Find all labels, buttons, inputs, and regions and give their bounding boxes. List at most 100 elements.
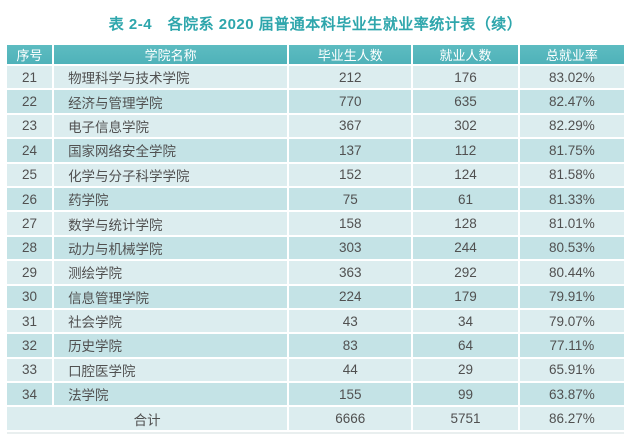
college-name-cell: 电子信息学院 xyxy=(54,114,288,138)
table-header: 序号 学院名称 毕业生人数 就业人数 总就业率 xyxy=(7,45,624,64)
college-name-cell: 药学院 xyxy=(54,187,288,211)
table-row: 29 测绘学院 363 292 80.44% xyxy=(7,261,624,284)
employed-count-cell: 635 xyxy=(413,90,518,113)
college-name-cell: 历史学院 xyxy=(54,334,288,357)
employed-count-cell: 61 xyxy=(413,187,518,211)
college-name-cell: 测绘学院 xyxy=(54,261,288,284)
total-employed-cell: 5751 xyxy=(413,407,518,430)
table-row: 32 历史学院 83 64 77.11% xyxy=(7,334,624,357)
graduates-count-cell: 75 xyxy=(289,187,412,211)
row-index-cell: 21 xyxy=(7,66,53,89)
row-index-cell: 24 xyxy=(7,139,53,162)
page-title: 表 2-4 各院系 2020 届普通本科毕业生就业率统计表（续） xyxy=(108,16,523,33)
employment-rate-cell: 77.11% xyxy=(519,334,624,357)
employment-rate-cell: 81.58% xyxy=(519,163,624,186)
employment-rate-cell: 83.02% xyxy=(519,66,624,89)
graduates-count-cell: 303 xyxy=(289,236,412,260)
table-bottom-edge xyxy=(7,431,624,434)
employed-count-cell: 99 xyxy=(413,383,518,406)
employment-stats-table: 序号 学院名称 毕业生人数 就业人数 总就业率 21 物理科学与技术学院 212 176 83.… xyxy=(5,43,626,432)
college-name-cell: 法学院 xyxy=(54,383,288,406)
row-index-cell: 28 xyxy=(7,236,53,260)
total-label-cell: 合计 xyxy=(7,407,288,430)
employed-count-cell: 112 xyxy=(413,139,518,162)
employment-rate-cell: 79.07% xyxy=(519,309,624,333)
row-index-cell: 23 xyxy=(7,114,53,138)
employment-rate-cell: 79.91% xyxy=(519,285,624,308)
employed-count-cell: 124 xyxy=(413,163,518,186)
row-index-cell: 26 xyxy=(7,187,53,211)
total-rate-cell: 86.27% xyxy=(519,407,624,430)
college-name-cell: 物理科学与技术学院 xyxy=(54,66,288,89)
row-index-cell: 25 xyxy=(7,163,53,186)
graduates-count-cell: 367 xyxy=(289,114,412,138)
graduates-count-cell: 770 xyxy=(289,90,412,113)
table-row: 30 信息管理学院 224 179 79.91% xyxy=(7,285,624,308)
college-name-cell: 数学与统计学院 xyxy=(54,212,288,235)
column-header-rate: 总就业率 xyxy=(519,45,624,64)
table-row: 22 经济与管理学院 770 635 82.47% xyxy=(7,90,624,113)
row-index-cell: 30 xyxy=(7,285,53,308)
graduates-count-cell: 224 xyxy=(289,285,412,308)
employed-count-cell: 179 xyxy=(413,285,518,308)
table-row: 27 数学与统计学院 158 128 81.01% xyxy=(7,212,624,235)
column-header-no: 序号 xyxy=(7,45,53,64)
column-header-graduates: 毕业生人数 xyxy=(289,45,412,64)
table-body: 21 物理科学与技术学院 212 176 83.02% 22 经济与管理学院 770 635 82… xyxy=(7,66,624,430)
table-header-row: 序号 学院名称 毕业生人数 就业人数 总就业率 xyxy=(7,45,624,64)
row-index-cell: 32 xyxy=(7,334,53,357)
employed-count-cell: 302 xyxy=(413,114,518,138)
employment-rate-cell: 82.47% xyxy=(519,90,624,113)
table-row: 21 物理科学与技术学院 212 176 83.02% xyxy=(7,66,624,89)
graduates-count-cell: 43 xyxy=(289,309,412,333)
employed-count-cell: 176 xyxy=(413,66,518,89)
employed-count-cell: 128 xyxy=(413,212,518,235)
row-index-cell: 22 xyxy=(7,90,53,113)
college-name-cell: 信息管理学院 xyxy=(54,285,288,308)
employment-rate-cell: 63.87% xyxy=(519,383,624,406)
table-row: 26 药学院 75 61 81.33% xyxy=(7,187,624,211)
table-row: 31 社会学院 43 34 79.07% xyxy=(7,309,624,333)
table-row: 28 动力与机械学院 303 244 80.53% xyxy=(7,236,624,260)
table-row: 25 化学与分子科学学院 152 124 81.58% xyxy=(7,163,624,186)
graduates-count-cell: 83 xyxy=(289,334,412,357)
row-index-cell: 31 xyxy=(7,309,53,333)
table-row: 24 国家网络安全学院 137 112 81.75% xyxy=(7,139,624,162)
graduates-count-cell: 363 xyxy=(289,261,412,284)
employment-rate-cell: 82.29% xyxy=(519,114,624,138)
employment-rate-cell: 81.75% xyxy=(519,139,624,162)
row-index-cell: 34 xyxy=(7,383,53,406)
employed-count-cell: 64 xyxy=(413,334,518,357)
graduates-count-cell: 137 xyxy=(289,139,412,162)
employed-count-cell: 29 xyxy=(413,358,518,382)
column-header-employed: 就业人数 xyxy=(413,45,518,64)
graduates-count-cell: 158 xyxy=(289,212,412,235)
employed-count-cell: 34 xyxy=(413,309,518,333)
college-name-cell: 经济与管理学院 xyxy=(54,90,288,113)
graduates-count-cell: 212 xyxy=(289,66,412,89)
row-index-cell: 33 xyxy=(7,358,53,382)
row-index-cell: 27 xyxy=(7,212,53,235)
table-row: 34 法学院 155 99 63.87% xyxy=(7,383,624,406)
row-index-cell: 29 xyxy=(7,261,53,284)
employment-rate-cell: 65.91% xyxy=(519,358,624,382)
college-name-cell: 口腔医学院 xyxy=(54,358,288,382)
employment-rate-cell: 81.01% xyxy=(519,212,624,235)
employment-rate-cell: 80.44% xyxy=(519,261,624,284)
graduates-count-cell: 152 xyxy=(289,163,412,186)
college-name-cell: 社会学院 xyxy=(54,309,288,333)
employed-count-cell: 292 xyxy=(413,261,518,284)
college-name-cell: 国家网络安全学院 xyxy=(54,139,288,162)
graduates-count-cell: 44 xyxy=(289,358,412,382)
table-row: 23 电子信息学院 367 302 82.29% xyxy=(7,114,624,138)
college-name-cell: 动力与机械学院 xyxy=(54,236,288,260)
table-row: 33 口腔医学院 44 29 65.91% xyxy=(7,358,624,382)
graduates-count-cell: 155 xyxy=(289,383,412,406)
column-header-college: 学院名称 xyxy=(54,45,288,64)
employment-rate-cell: 81.33% xyxy=(519,187,624,211)
employment-rate-cell: 80.53% xyxy=(519,236,624,260)
employed-count-cell: 244 xyxy=(413,236,518,260)
total-row: 合计 6666 5751 86.27% xyxy=(7,407,624,430)
college-name-cell: 化学与分子科学学院 xyxy=(54,163,288,186)
total-graduates-cell: 6666 xyxy=(289,407,412,430)
